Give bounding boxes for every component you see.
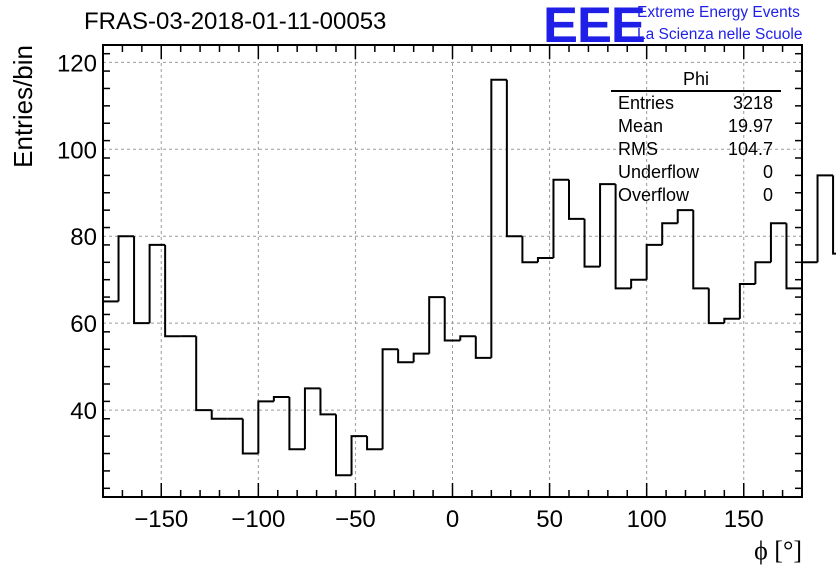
histogram-bin bbox=[257, 400, 274, 454]
stats-row: Entries 3218 bbox=[611, 92, 781, 115]
x-tick-label: 100 bbox=[627, 506, 667, 533]
y-tick-label: 120 bbox=[57, 50, 97, 77]
stats-title: Phi bbox=[611, 68, 781, 92]
histogram-bin bbox=[738, 283, 756, 319]
stats-value: 104.7 bbox=[727, 139, 773, 159]
histogram-bin bbox=[117, 235, 135, 302]
stats-label: RMS bbox=[618, 139, 658, 159]
histogram-bin bbox=[583, 218, 601, 268]
x-tick-label: −50 bbox=[335, 506, 376, 533]
x-tick-label: −150 bbox=[134, 506, 188, 533]
histogram-bin bbox=[661, 222, 678, 245]
histogram-bin bbox=[676, 209, 694, 224]
logo-text: Extreme Energy Events La Scienza nelle S… bbox=[637, 2, 802, 46]
histogram-bin bbox=[552, 178, 569, 258]
stats-row: Underflow 0 bbox=[611, 161, 781, 184]
histogram-bin bbox=[490, 78, 507, 358]
histogram-bin bbox=[521, 236, 538, 264]
histogram-bin bbox=[303, 387, 321, 450]
y-tick-label: 60 bbox=[70, 311, 97, 338]
histogram-bin bbox=[785, 223, 802, 290]
histogram-bin bbox=[397, 349, 414, 364]
histogram-bin bbox=[366, 436, 383, 451]
histogram-bin bbox=[164, 244, 181, 338]
histogram-bin bbox=[428, 296, 445, 354]
histogram-bin bbox=[692, 210, 709, 290]
stats-label: Mean bbox=[618, 116, 664, 136]
y-tick-label: 100 bbox=[57, 137, 97, 164]
stats-value: 0 bbox=[762, 185, 773, 205]
histogram-bin bbox=[536, 256, 554, 263]
stats-label: Underflow bbox=[618, 162, 700, 182]
stats-row: Overflow 0 bbox=[611, 184, 781, 207]
histogram-bin bbox=[241, 418, 259, 455]
histogram-bin bbox=[769, 222, 787, 263]
histogram-bin bbox=[319, 388, 336, 416]
x-tick-label: 150 bbox=[724, 506, 764, 533]
x-tick-label: 0 bbox=[446, 506, 459, 533]
histogram-bin bbox=[195, 336, 212, 412]
y-tick-label: 80 bbox=[70, 224, 97, 251]
histogram-bin bbox=[272, 396, 290, 402]
histogram-bin bbox=[630, 278, 647, 289]
histogram-bin bbox=[288, 397, 305, 451]
histogram-bin bbox=[148, 243, 166, 324]
histogram-bin bbox=[210, 410, 228, 420]
stats-box: Phi Entries 3218 Mean 19.97 RMS 104.7 Un… bbox=[611, 68, 781, 207]
histogram-bin bbox=[412, 352, 430, 363]
y-tick-label: 40 bbox=[70, 398, 97, 425]
histogram-bin bbox=[381, 348, 399, 450]
histogram-bin bbox=[832, 175, 836, 255]
histogram-bin bbox=[645, 243, 663, 280]
histogram-bin bbox=[335, 414, 352, 477]
y-axis-label: Entries/bin bbox=[8, 45, 38, 168]
x-axis-label: ϕ [°] bbox=[754, 536, 802, 565]
histogram-bin bbox=[443, 297, 461, 342]
histogram-bin bbox=[599, 183, 616, 267]
chart-title: FRAS-03-2018-01-11-00053 bbox=[84, 8, 387, 35]
stats-value: 19.97 bbox=[727, 116, 773, 136]
histogram-bin bbox=[474, 336, 492, 359]
histogram-bin bbox=[801, 261, 818, 289]
x-tick-label: 50 bbox=[536, 506, 563, 533]
histogram-bin bbox=[754, 261, 771, 285]
logo-line-2: La Scienza nelle Scuole bbox=[637, 26, 803, 43]
histogram-bin bbox=[568, 179, 585, 220]
histogram-bin bbox=[816, 174, 834, 263]
stats-row: RMS 104.7 bbox=[611, 138, 781, 161]
eee-logo: EEE bbox=[543, 0, 646, 53]
stats-value: 3218 bbox=[732, 93, 773, 113]
stats-row: Mean 19.97 bbox=[611, 115, 781, 138]
histogram-bin bbox=[133, 236, 150, 325]
stats-label: Overflow bbox=[618, 185, 690, 205]
x-tick-label: −100 bbox=[231, 506, 285, 533]
histogram-bin bbox=[707, 288, 725, 325]
stats-value: 0 bbox=[762, 162, 773, 182]
histogram-bin bbox=[614, 184, 632, 290]
logo-line-1: Extreme Energy Events bbox=[637, 4, 800, 21]
histogram-bin bbox=[723, 317, 740, 324]
histogram-bin bbox=[459, 335, 476, 341]
stats-label: Entries bbox=[618, 93, 675, 113]
histogram-bin bbox=[505, 79, 523, 238]
histogram-bin bbox=[350, 435, 368, 476]
